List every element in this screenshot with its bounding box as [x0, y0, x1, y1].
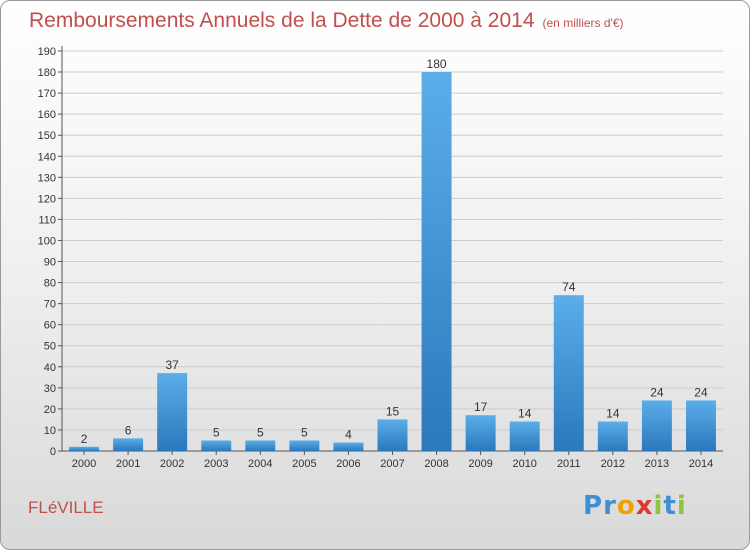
- y-tick-label-90: 90: [44, 257, 56, 269]
- data-label-2006: 4: [345, 428, 352, 442]
- y-tick-label-20: 20: [44, 404, 56, 416]
- bar-2013: [641, 400, 672, 451]
- chart-title-text: Remboursements Annuels de la Dette de 20…: [29, 9, 535, 32]
- data-label-2009: 17: [474, 400, 488, 414]
- y-tick-label-170: 170: [38, 88, 56, 100]
- logo-letter-0: P: [583, 491, 604, 521]
- data-label-2013: 24: [650, 385, 664, 399]
- data-label-2001: 6: [125, 423, 132, 437]
- y-tick-label-190: 190: [38, 46, 56, 58]
- logo-letter-4: i: [653, 491, 664, 521]
- bar-2009: [465, 415, 496, 451]
- x-tick-label-2006: 2006: [336, 458, 360, 470]
- x-tick-label-2005: 2005: [292, 458, 316, 470]
- bar-2005: [289, 440, 320, 451]
- x-tick-label-2008: 2008: [424, 458, 448, 470]
- y-tick-label-180: 180: [38, 67, 56, 79]
- y-tick-label-140: 140: [38, 151, 56, 163]
- bar-2001: [113, 438, 144, 451]
- x-tick-label-2009: 2009: [468, 458, 492, 470]
- x-tick-label-2004: 2004: [248, 458, 272, 470]
- data-label-2008: 180: [427, 57, 447, 71]
- proxiti-logo: Proxiti: [583, 491, 687, 521]
- data-label-2004: 5: [257, 425, 264, 439]
- data-label-2010: 14: [518, 407, 532, 421]
- y-tick-label-30: 30: [44, 383, 56, 395]
- y-tick-label-80: 80: [44, 278, 56, 290]
- y-tick-label-70: 70: [44, 299, 56, 311]
- data-label-2007: 15: [386, 404, 400, 418]
- x-tick-label-2003: 2003: [204, 458, 228, 470]
- bar-2002: [157, 373, 188, 451]
- bar-2008: [421, 72, 452, 451]
- y-tick-label-60: 60: [44, 320, 56, 332]
- chart-subtitle: (en milliers d'€): [542, 16, 624, 30]
- bar-2007: [377, 419, 408, 451]
- y-tick-label-130: 130: [38, 172, 56, 184]
- x-tick-label-2010: 2010: [512, 458, 536, 470]
- x-tick-label-2013: 2013: [645, 458, 669, 470]
- bar-2014: [685, 400, 716, 451]
- x-tick-label-2002: 2002: [160, 458, 184, 470]
- y-tick-label-160: 160: [38, 109, 56, 121]
- y-tick-label-150: 150: [38, 130, 56, 142]
- y-tick-label-10: 10: [44, 425, 56, 437]
- data-label-2000: 2: [81, 432, 88, 446]
- commune-name: FLéVILLE: [28, 498, 104, 517]
- logo-letter-3: x: [635, 491, 654, 521]
- y-tick-label-120: 120: [38, 193, 56, 205]
- data-label-2002: 37: [165, 358, 179, 372]
- y-tick-label-110: 110: [38, 214, 56, 226]
- bar-2006: [333, 442, 364, 451]
- logo-letter-2: o: [616, 491, 636, 521]
- data-label-2012: 14: [606, 407, 620, 421]
- y-tick-label-50: 50: [44, 341, 56, 353]
- x-tick-label-2011: 2011: [557, 458, 581, 470]
- labels: 0 10 20 30 40 50 60 70 80 90 100 110 120 130 140 150 160…: [38, 46, 714, 470]
- bar-2000: [69, 446, 100, 451]
- bars: [69, 72, 716, 451]
- x-tick-label-2007: 2007: [380, 458, 404, 470]
- x-tick-label-2000: 2000: [72, 458, 96, 470]
- bar-2012: [597, 421, 628, 451]
- y-tick-label-0: 0: [50, 446, 56, 458]
- data-label-2011: 74: [562, 280, 576, 294]
- x-tick-label-2014: 2014: [689, 458, 713, 470]
- data-label-2003: 5: [213, 425, 220, 439]
- data-label-2014: 24: [694, 385, 708, 399]
- bar-2010: [509, 421, 540, 451]
- data-label-2005: 5: [301, 425, 308, 439]
- y-tick-label-40: 40: [44, 362, 56, 374]
- logo-letter-5: t: [663, 491, 677, 521]
- x-tick-label-2001: 2001: [116, 458, 140, 470]
- logo-letter-1: r: [603, 491, 617, 521]
- x-tick-label-2012: 2012: [601, 458, 625, 470]
- chart-title: Remboursements Annuels de la Dette de 20…: [29, 9, 624, 33]
- bar-2011: [553, 295, 584, 451]
- y-tick-label-100: 100: [38, 235, 56, 247]
- logo-letter-6: i: [676, 491, 687, 521]
- bar-2004: [245, 440, 276, 451]
- bar-2003: [201, 440, 232, 451]
